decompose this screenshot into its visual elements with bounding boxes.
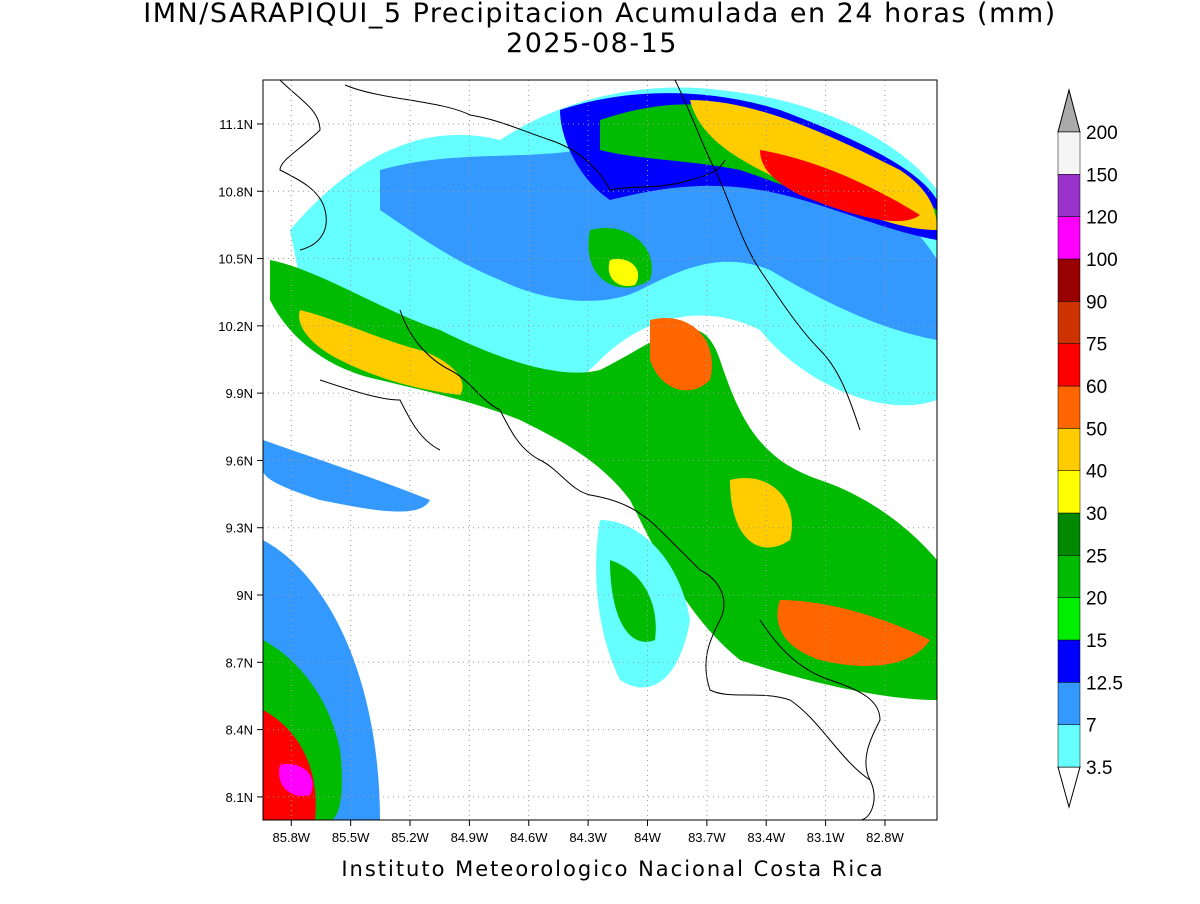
colorbar-bin	[1057, 216, 1081, 260]
x-tick-label: 85.2W	[391, 830, 429, 845]
y-tick-label: 9.6N	[226, 453, 253, 468]
colorbar-under	[1057, 766, 1081, 809]
colorbar-bin	[1057, 301, 1081, 344]
colorbar-label: 15	[1086, 631, 1107, 652]
colorbar-over	[1057, 88, 1081, 133]
colorbar-label: 7	[1086, 716, 1097, 737]
colorbar-bin	[1057, 724, 1081, 768]
grid	[263, 80, 937, 820]
y-tick-label: 10.8N	[218, 184, 253, 199]
y-tick-label: 10.5N	[218, 252, 253, 267]
x-tick-label: 83.7W	[688, 830, 726, 845]
x-tick-label: 83.4W	[747, 830, 785, 845]
plot-frame	[262, 79, 938, 821]
x-tick-label: 84.6W	[510, 830, 548, 845]
y-tick-label: 8.7N	[226, 655, 253, 670]
x-tick-label: 82.8W	[866, 830, 904, 845]
colorbar-label: 12.5	[1086, 673, 1123, 694]
x-tick-label: 85.5W	[332, 830, 370, 845]
colorbar-label: 25	[1086, 546, 1107, 567]
y-tick-label: 8.1N	[226, 790, 253, 805]
x-tick-label: 84W	[634, 830, 661, 845]
x-tick-label: 83.1W	[807, 830, 845, 845]
y-tick-label: 8.4N	[226, 723, 253, 738]
x-tick-label: 85.8W	[273, 830, 311, 845]
colorbar-label: 75	[1086, 335, 1107, 356]
colorbar-label: 150	[1086, 165, 1118, 186]
colorbar-label: 30	[1086, 504, 1107, 525]
x-tick-label: 84.9W	[451, 830, 489, 845]
colorbar-label: 90	[1086, 292, 1107, 313]
colorbar-bin	[1057, 385, 1081, 429]
y-tick-label: 9.9N	[226, 386, 253, 401]
colorbar-bin	[1057, 174, 1081, 217]
precipitation-field	[263, 87, 937, 820]
colorbar-label: 60	[1086, 377, 1107, 398]
colorbar-label: 40	[1086, 462, 1107, 483]
x-tick-label: 84.3W	[569, 830, 607, 845]
credit: Instituto Meteorologico Nacional Costa R…	[341, 857, 884, 881]
colorbar-bin	[1057, 597, 1081, 641]
y-tick-label: 9N	[236, 588, 253, 603]
colorbar-bin	[1057, 131, 1081, 175]
colorbar: 3.5 7 12.5 15 20 25 30 40 50 60 75 90 100 120 150 200	[1057, 88, 1123, 809]
colorbar-label: 3.5	[1086, 758, 1112, 779]
colorbar-bin	[1057, 428, 1081, 471]
map-subtitle: 2025-08-15	[506, 28, 678, 59]
colorbar-label: 120	[1086, 208, 1118, 229]
y-tick-label: 9.3N	[226, 521, 253, 536]
y-tick-label: 11.1N	[219, 117, 253, 132]
coastline	[279, 80, 881, 820]
colorbar-label: 100	[1086, 250, 1118, 271]
colorbar-label: 200	[1086, 123, 1118, 144]
colorbar-label: 20	[1086, 589, 1107, 610]
colorbar-bin	[1057, 470, 1081, 514]
y-tick-label: 10.2N	[218, 319, 253, 334]
colorbar-bin	[1057, 343, 1081, 387]
colorbar-bin	[1057, 639, 1081, 683]
map-title: IMN/SARAPIQUI_5 Precipitacion Acumulada …	[143, 0, 1056, 29]
colorbar-bin	[1057, 682, 1081, 725]
colorbar-bin	[1057, 258, 1081, 302]
colorbar-bin	[1057, 555, 1081, 598]
colorbar-bin	[1057, 512, 1081, 556]
axis-ticks: 85.8W 85.5W 85.2W 84.9W 84.6W 84.3W 84W 83.7W 83…	[218, 117, 904, 845]
colorbar-label: 50	[1086, 419, 1107, 440]
